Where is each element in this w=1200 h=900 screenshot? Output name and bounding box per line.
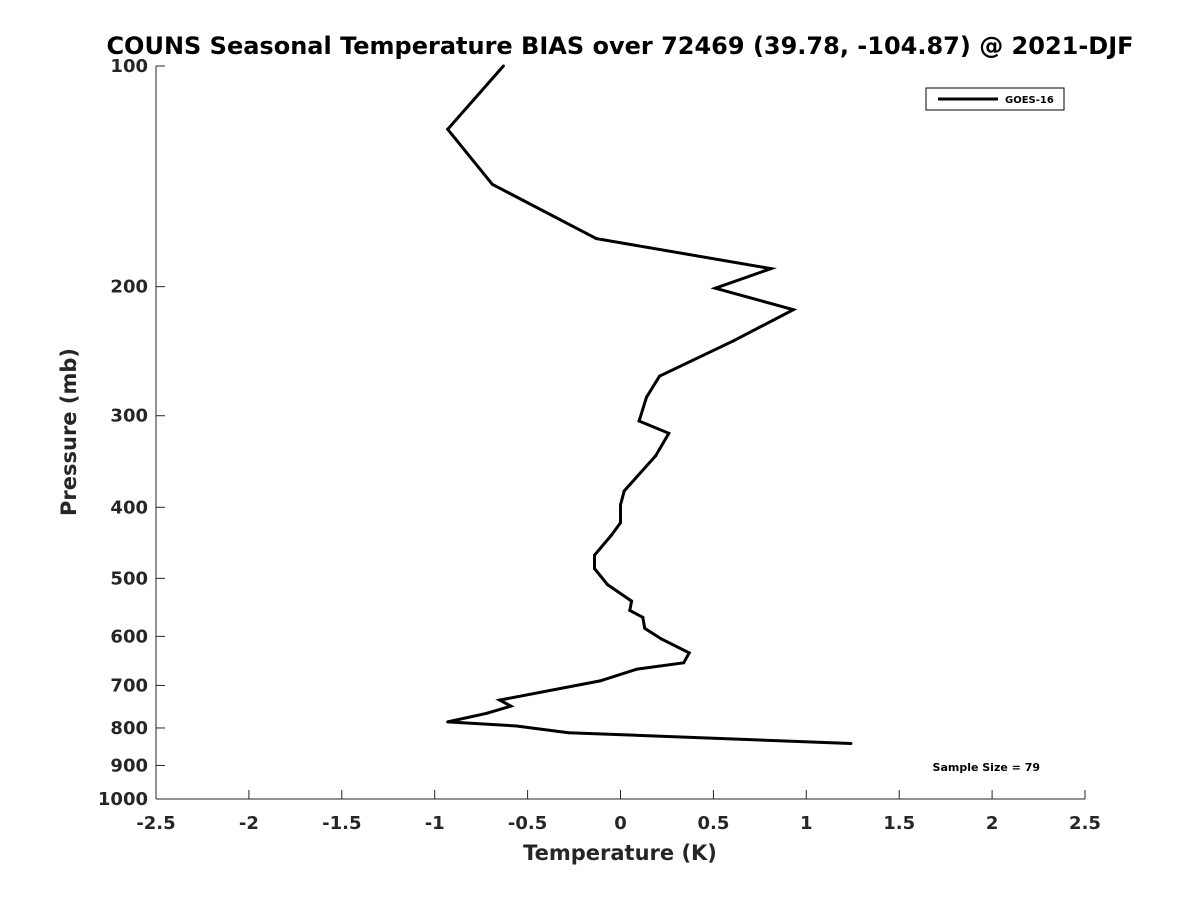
x-tick-label: 2 — [986, 813, 999, 834]
data-point — [490, 182, 494, 186]
x-axis-label: Temperature (K) — [523, 841, 717, 865]
data-point — [628, 608, 632, 612]
data-point — [682, 661, 686, 665]
chart-title: COUNS Seasonal Temperature BIAS over 724… — [106, 32, 1133, 60]
data-point — [619, 521, 622, 525]
data-point — [567, 731, 570, 735]
data-point — [732, 339, 736, 343]
data-point — [498, 698, 502, 702]
data-point — [637, 419, 641, 423]
y-tick-label: 600 — [110, 626, 148, 647]
x-tick-label: 0.5 — [697, 813, 729, 834]
data-point — [769, 267, 773, 271]
data-point — [609, 534, 613, 537]
y-axis-ticks: 100 200 300 400 500 600 700 800 900 1000 — [98, 56, 165, 810]
data-point — [446, 127, 450, 131]
data-point — [630, 599, 634, 603]
data-point — [791, 308, 795, 312]
data-point — [598, 679, 602, 683]
data-point — [593, 567, 596, 571]
x-tick-label: 1.5 — [883, 813, 915, 834]
data-point — [619, 503, 622, 507]
y-tick-label: 400 — [110, 497, 148, 518]
y-tick-label: 200 — [110, 277, 148, 298]
data-point — [606, 583, 609, 587]
data-point — [501, 64, 505, 68]
data-point — [654, 454, 658, 458]
data-point — [622, 489, 626, 493]
x-tick-label: -1 — [425, 813, 445, 834]
x-tick-label: -2 — [239, 813, 259, 834]
x-tick-label: 2.5 — [1069, 813, 1101, 834]
x-tick-label: -1.5 — [322, 813, 361, 834]
series-layer — [445, 64, 853, 745]
x-tick-label: 1 — [800, 813, 813, 834]
y-tick-label: 700 — [110, 675, 148, 696]
data-point — [659, 637, 663, 641]
x-axis-ticks: -2.5 -2 -1.5 -1 -0.5 0 0.5 1 1.5 2 2.5 — [136, 790, 1101, 834]
y-tick-label: 500 — [110, 568, 148, 589]
data-point — [849, 742, 853, 745]
data-point — [641, 615, 645, 619]
y-axis-label: Pressure (mb) — [57, 348, 81, 516]
data-point — [446, 720, 450, 724]
y-tick-label: 900 — [110, 755, 148, 776]
data-point — [643, 626, 647, 630]
data-point — [658, 374, 661, 378]
data-point — [593, 553, 596, 557]
y-tick-label: 800 — [110, 718, 148, 739]
data-point — [515, 724, 518, 728]
x-tick-label: 0 — [614, 813, 627, 834]
data-point — [485, 711, 489, 715]
data-point — [713, 286, 717, 290]
x-tick-label: -2.5 — [136, 813, 175, 834]
data-point — [594, 237, 598, 241]
data-point — [645, 395, 648, 399]
data-point — [635, 667, 639, 671]
plot-area — [156, 66, 1085, 799]
series-line-goes-16 — [445, 65, 851, 745]
data-point — [667, 431, 671, 435]
legend-label-goes-16: GOES-16 — [1005, 95, 1054, 106]
data-point — [687, 651, 691, 655]
legend: GOES-16 — [925, 87, 1065, 111]
x-tick-label: -0.5 — [508, 813, 547, 834]
y-tick-label: 100 — [110, 56, 148, 77]
y-tick-label: 300 — [110, 406, 148, 427]
sample-size-annotation: Sample Size = 79 — [933, 761, 1040, 774]
data-point — [509, 704, 513, 708]
y-tick-label: 1000 — [98, 789, 148, 810]
